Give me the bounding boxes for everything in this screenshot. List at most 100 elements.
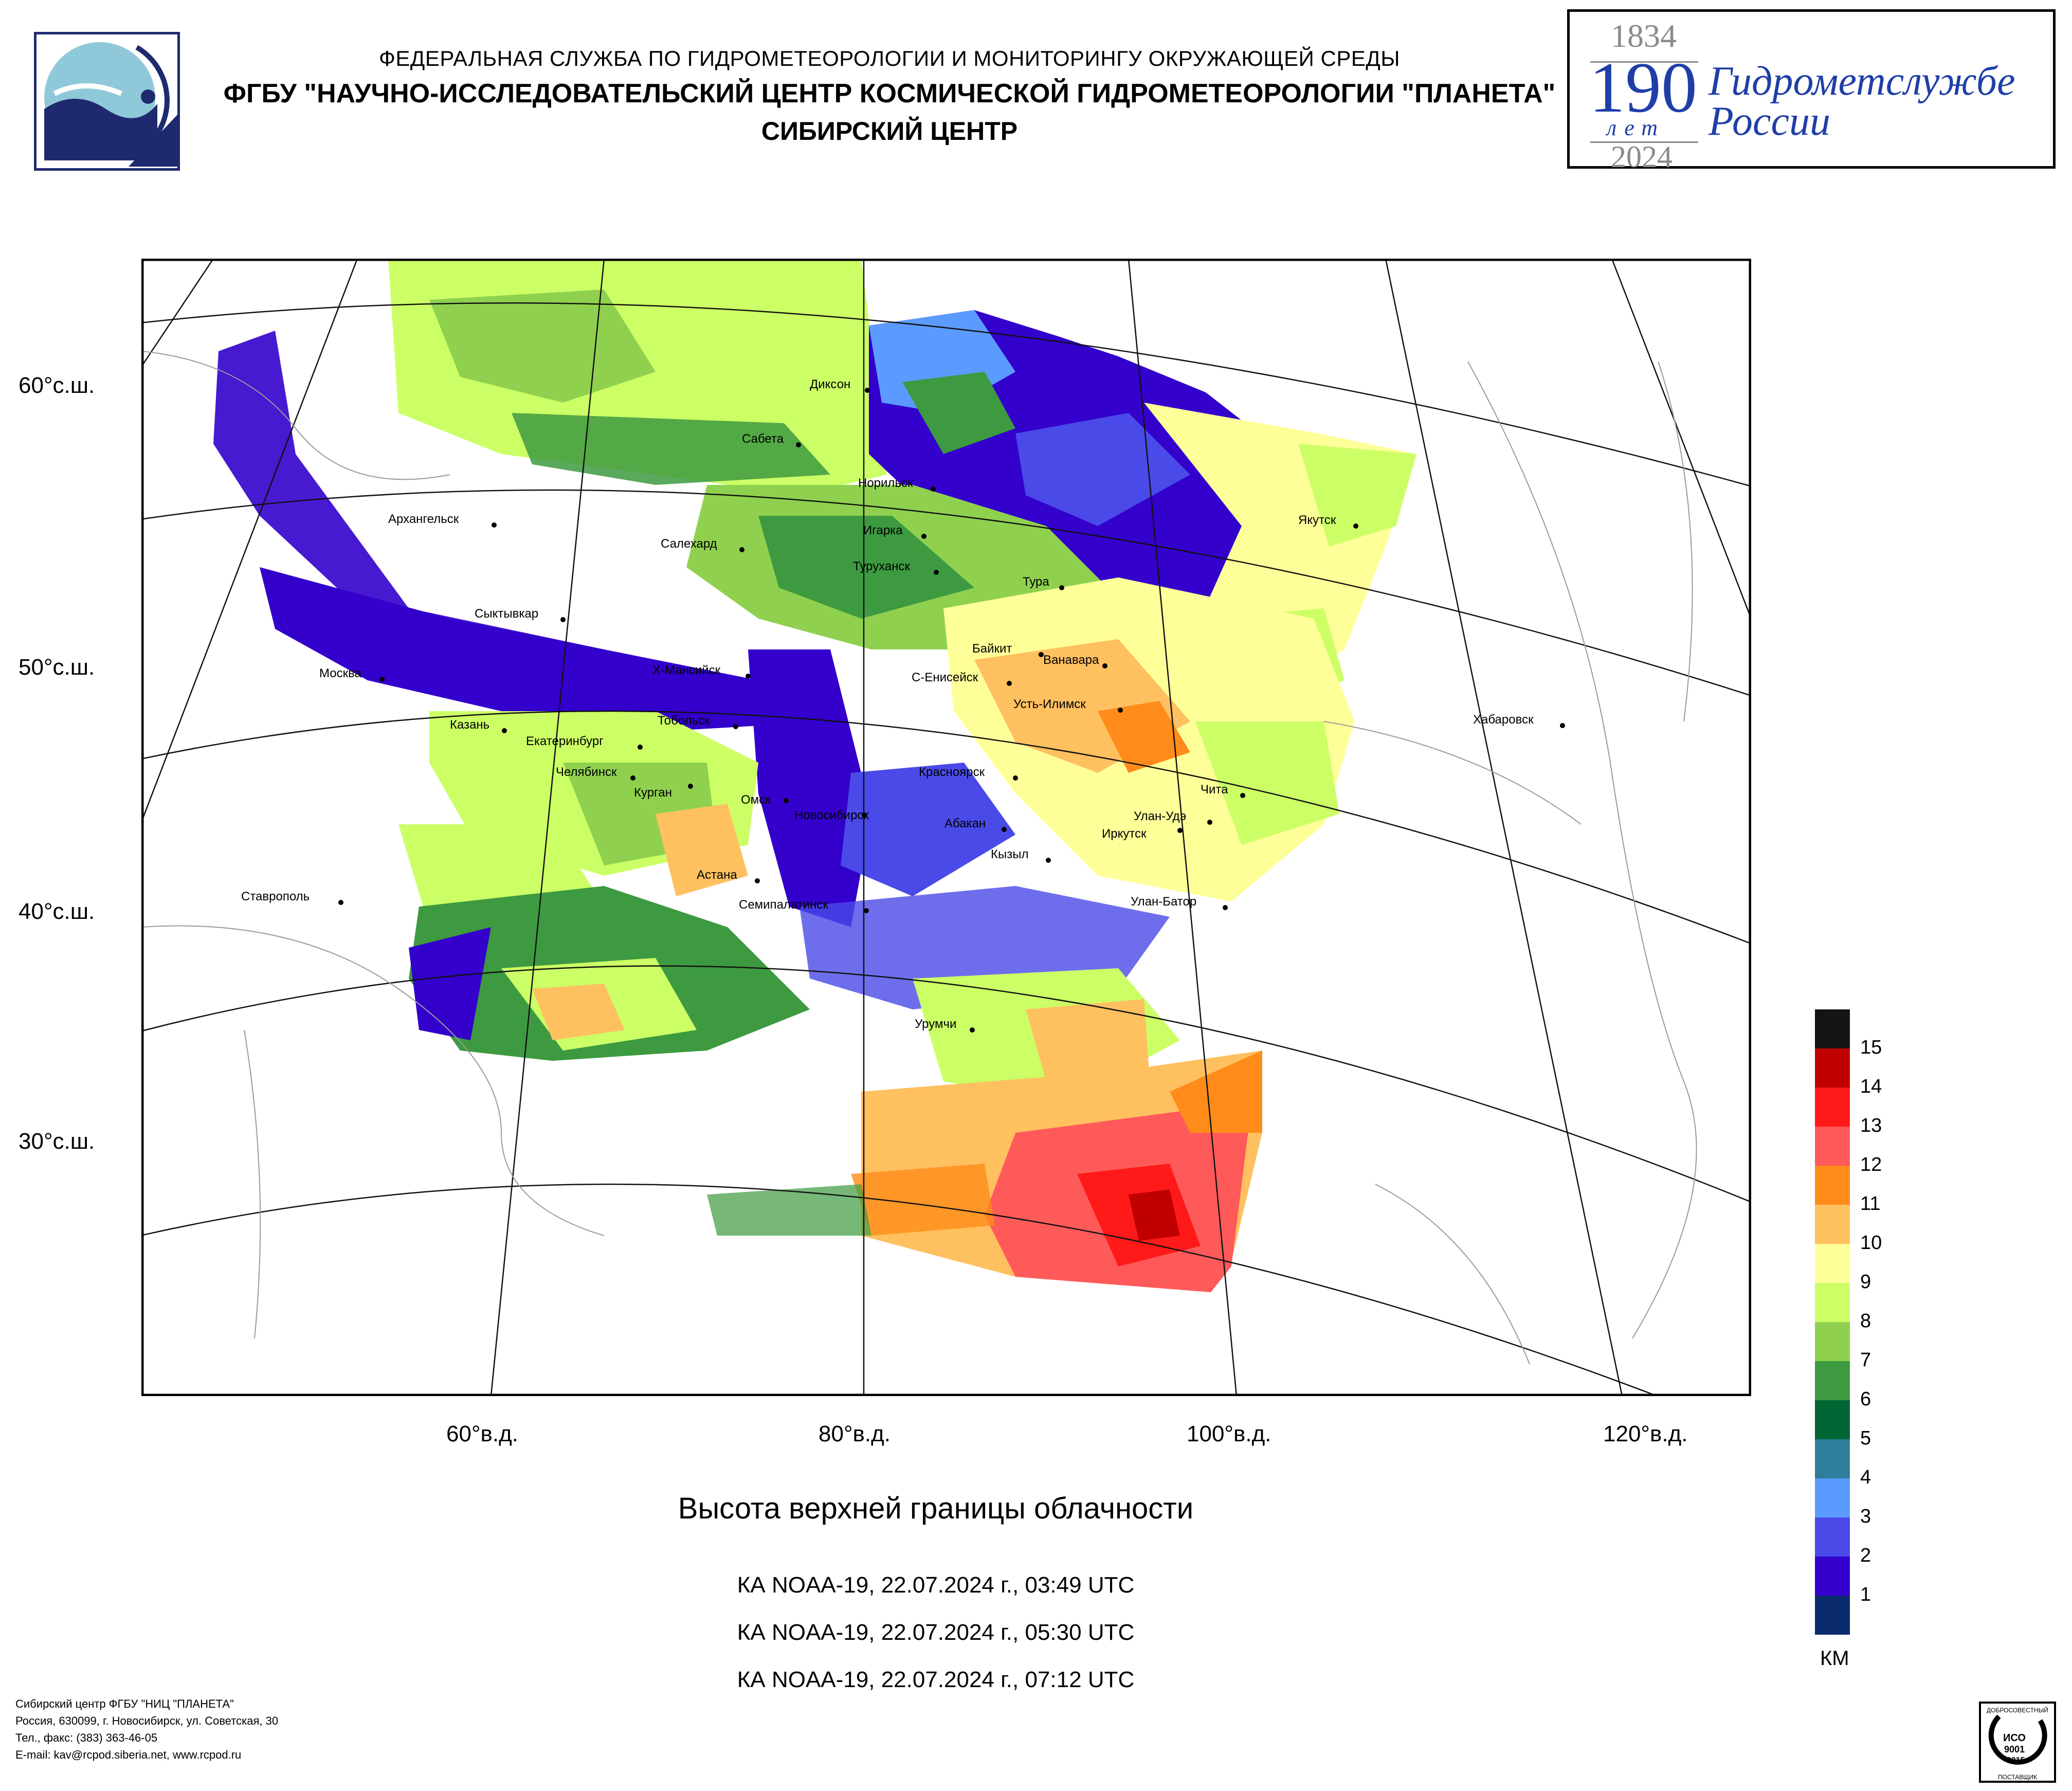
city-marker: Сабета <box>742 432 801 447</box>
pass-info: КА NOAA-19, 22.07.2024 г., 07:12 UTC <box>737 1667 1135 1692</box>
legend-label: 13 <box>1860 1115 1882 1136</box>
city-marker: Якутск <box>1298 513 1358 529</box>
svg-text:Игарка: Игарка <box>863 523 903 537</box>
svg-text:Якутск: Якутск <box>1298 513 1336 527</box>
legend-swatch <box>1815 1205 1850 1244</box>
lon-label-60: 60°в.д. <box>446 1421 519 1446</box>
city-marker: Урумчи <box>915 1017 975 1033</box>
legend-swatch <box>1815 1557 1850 1596</box>
footer-line: Сибирский центр ФГБУ "НИЦ "ПЛАНЕТА" <box>15 1697 234 1710</box>
cloud-top-height-map: Диксон Сабета Норильск Игарка Туруханск … <box>141 259 1751 1396</box>
map-canvas: Диксон Сабета Норильск Игарка Туруханск … <box>141 259 1751 1396</box>
svg-text:Курган: Курган <box>634 786 672 800</box>
borders <box>141 351 1697 1365</box>
svg-text:Диксон: Диксон <box>810 377 850 391</box>
anniversary-rule <box>1590 61 1698 63</box>
anniversary-year-start: 1834 <box>1611 17 1677 54</box>
lat-label-50: 50°с.ш. <box>19 655 95 680</box>
svg-text:Туруханск: Туруханск <box>853 559 910 573</box>
svg-text:Норильск: Норильск <box>858 476 913 490</box>
city-markers: Диксон Сабета Норильск Игарка Туруханск … <box>241 377 1565 1033</box>
svg-text:Тура: Тура <box>1023 575 1049 589</box>
legend-label: 4 <box>1860 1467 1871 1488</box>
city-marker: Сыктывкар <box>475 607 566 622</box>
city-marker: Норильск <box>858 476 936 492</box>
city-marker: Ставрополь <box>241 890 343 905</box>
legend-label: 6 <box>1860 1388 1871 1410</box>
legend-label: 15 <box>1860 1037 1882 1058</box>
svg-text:Иркутск: Иркутск <box>1102 827 1147 841</box>
city-marker: Улан-Удэ <box>1134 809 1212 825</box>
city-marker: Хабаровск <box>1473 713 1565 728</box>
city-marker: Кызыл <box>991 847 1051 863</box>
iso-certification-mark: ДОБРОСОВЕСТНЫЙ ИСО 9001 -2015 ПОСТАВЩИК <box>1978 1701 2057 1783</box>
legend-swatch <box>1815 1244 1850 1283</box>
svg-text:Москва: Москва <box>319 666 362 680</box>
svg-text:Улан-Батор: Улан-Батор <box>1131 895 1196 909</box>
city-marker: Ванавара <box>1043 653 1107 668</box>
lon-label-100: 100°в.д. <box>1187 1421 1271 1446</box>
legend-label: 11 <box>1860 1193 1881 1215</box>
cloud-field <box>213 259 1416 1292</box>
svg-text:Ставрополь: Ставрополь <box>241 890 310 903</box>
city-marker: Усть-Илимск <box>1013 697 1123 713</box>
city-marker: Салехард <box>661 537 744 552</box>
svg-text:Сыктывкар: Сыктывкар <box>475 607 538 621</box>
svg-text:-2015: -2015 <box>2004 1756 2025 1765</box>
legend-label: 10 <box>1860 1232 1882 1254</box>
legend-label: 12 <box>1860 1154 1882 1175</box>
svg-text:Усть-Илимск: Усть-Илимск <box>1013 697 1086 711</box>
header-agency: ФЕДЕРАЛЬНАЯ СЛУЖБА ПО ГИДРОМЕТЕОРОЛОГИИ … <box>378 46 1401 70</box>
svg-text:Омск: Омск <box>741 793 771 807</box>
city-marker: Тобольск <box>658 714 738 729</box>
legend-label: 9 <box>1860 1271 1871 1293</box>
city-marker: Абакан <box>944 817 1007 832</box>
graticule <box>141 259 1751 1396</box>
city-marker: Красноярск <box>919 765 1018 781</box>
svg-text:Улан-Удэ: Улан-Удэ <box>1134 809 1186 823</box>
legend-label: 3 <box>1860 1506 1871 1527</box>
svg-text:Красноярск: Красноярск <box>919 765 985 779</box>
legend-label: 7 <box>1860 1349 1871 1371</box>
legend-label: 14 <box>1860 1076 1882 1097</box>
city-marker: Омск <box>741 793 789 807</box>
svg-text:Урумчи: Урумчи <box>915 1017 956 1031</box>
svg-text:Кызыл: Кызыл <box>991 847 1029 861</box>
city-marker: Х-Мансийск <box>652 663 751 679</box>
svg-text:ПОСТАВЩИК: ПОСТАВЩИК <box>1998 1774 2037 1781</box>
map-title: Высота верхней границы облачности <box>678 1492 1194 1525</box>
city-marker: Чита <box>1201 783 1245 798</box>
legend-swatch <box>1815 1361 1850 1400</box>
svg-text:Х-Мансийск: Х-Мансийск <box>652 663 721 677</box>
svg-text:Архангельск: Архангельск <box>388 512 459 526</box>
legend-swatch <box>1815 1048 1850 1088</box>
city-marker: Екатеринбург <box>526 734 643 750</box>
city-marker: Улан-Батор <box>1131 895 1228 910</box>
legend-swatch <box>1815 1166 1850 1205</box>
legend-label: 1 <box>1860 1584 1871 1605</box>
legend-swatch <box>1815 1283 1850 1322</box>
svg-text:9001: 9001 <box>2004 1744 2025 1754</box>
lat-label-40: 40°с.ш. <box>19 899 95 924</box>
svg-text:Семипалатинск: Семипалатинск <box>739 898 828 912</box>
city-marker: Архангельск <box>388 512 497 528</box>
city-marker: Иркутск <box>1102 827 1183 841</box>
contact-footer: Сибирский центр ФГБУ "НИЦ "ПЛАНЕТА" Росс… <box>15 1695 278 1763</box>
svg-text:Байкит: Байкит <box>972 642 1012 656</box>
pass-info: КА NOAA-19, 22.07.2024 г., 05:30 UTC <box>737 1620 1135 1645</box>
svg-text:Чита: Чита <box>1201 783 1228 797</box>
svg-text:Казань: Казань <box>450 718 489 732</box>
city-marker: Астана <box>697 868 760 883</box>
anniversary-text-line1: Гидрометслужбе <box>1709 59 2015 104</box>
svg-text:Екатеринбург: Екатеринбург <box>526 734 604 748</box>
city-marker: Туруханск <box>853 559 939 575</box>
city-marker: Байкит <box>972 642 1044 657</box>
legend-label: 2 <box>1860 1545 1871 1566</box>
city-marker: Москва <box>319 666 385 682</box>
city-marker: С-Енисейск <box>912 671 1012 686</box>
city-marker: Семипалатинск <box>739 898 869 913</box>
header-center: СИБИРСКИЙ ЦЕНТР <box>761 117 1018 146</box>
city-marker: Челябинск <box>556 765 635 781</box>
svg-text:Ванавара: Ванавара <box>1043 653 1099 667</box>
anniversary-rule <box>1590 141 1698 143</box>
